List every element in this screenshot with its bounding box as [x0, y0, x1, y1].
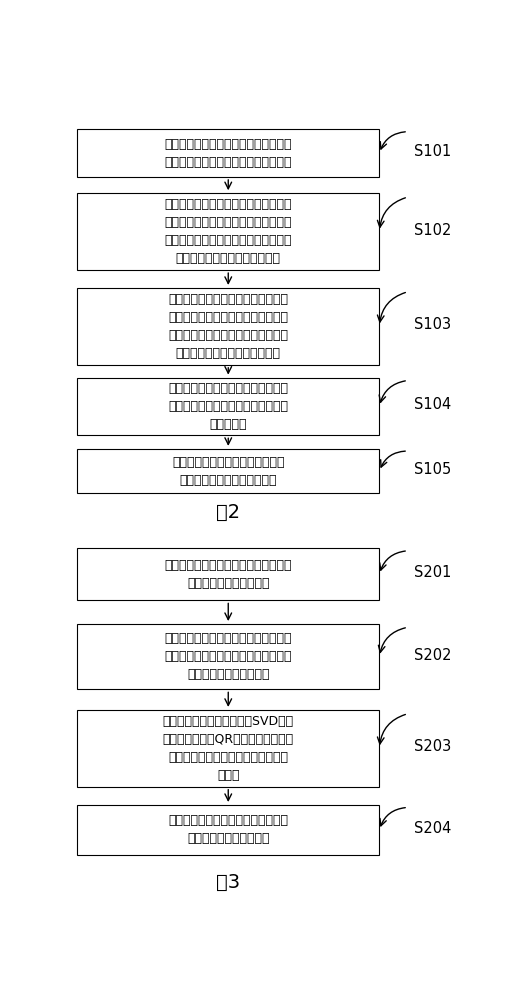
Text: S105: S105: [414, 462, 452, 477]
FancyBboxPatch shape: [77, 624, 379, 689]
FancyBboxPatch shape: [77, 805, 379, 855]
Text: 将干扰矩阵逆矩阵与期望用户空间协方
差矩阵相左乘，得到期望用户考虑干扰
的修正的空间协方差矩阵: 将干扰矩阵逆矩阵与期望用户空间协方 差矩阵相左乘，得到期望用户考虑干扰 的修正的…: [165, 632, 292, 681]
FancyBboxPatch shape: [77, 129, 379, 177]
Text: S204: S204: [414, 821, 452, 836]
Text: S201: S201: [414, 565, 452, 580]
Text: 图2: 图2: [216, 503, 241, 522]
Text: 图3: 图3: [216, 873, 241, 892]
FancyBboxPatch shape: [77, 548, 379, 600]
Text: 对修正的空间协方差矩阵做SVD分解
（或特征分解、QR分解），将最大特
征值对应的特征向量作为下行波束赋
形权值: 对修正的空间协方差矩阵做SVD分解 （或特征分解、QR分解），将最大特 征值对应…: [162, 715, 294, 782]
Text: S103: S103: [414, 317, 451, 332]
Text: S202: S202: [414, 648, 452, 663]
Text: 根据计算的赋形权值加权各天线幅
相，对期望用户下行波束赋形: 根据计算的赋形权值加权各天线幅 相，对期望用户下行波束赋形: [172, 456, 285, 487]
Text: 基于构造的干扰矩阵和期望用户的空
间协方差矩阵，计算期望用户的波束
赋形权向量: 基于构造的干扰矩阵和期望用户的空 间协方差矩阵，计算期望用户的波束 赋形权向量: [168, 382, 288, 431]
Text: S102: S102: [414, 223, 452, 238]
FancyBboxPatch shape: [77, 378, 379, 435]
Text: 构造各用户信道冲激响应矩阵，计算期
望用户的空间协方差矩阵，并估计期望
用户的来波方向，同时由干扰用户信道
冲激响应估计干扰用户来波方向: 构造各用户信道冲激响应矩阵，计算期 望用户的空间协方差矩阵，并估计期望 用户的来…: [165, 198, 292, 265]
Text: 基站接收上行信号，根据接收的上行信
号对期望用户和干扰用户进行信道估计: 基站接收上行信号，根据接收的上行信 号对期望用户和干扰用户进行信道估计: [165, 138, 292, 169]
FancyBboxPatch shape: [77, 710, 379, 787]
Text: 利用赋形权值加权各天线幅相，对期
望用户进行下行波束赋形: 利用赋形权值加权各天线幅相，对期 望用户进行下行波束赋形: [168, 814, 288, 845]
Text: 计算干扰矩阵的协方差矩阵，并对干扰
协方差矩阵进行矩阵求逆: 计算干扰矩阵的协方差矩阵，并对干扰 协方差矩阵进行矩阵求逆: [165, 559, 292, 590]
Text: S104: S104: [414, 397, 452, 412]
FancyBboxPatch shape: [77, 449, 379, 493]
Text: 根据各干扰用户与期望用户来波方向
差值、各干扰用户的信道冲激响应功
率最大值及各干扰用户信道冲激响应
矩阵，构造期望用户的干扰矩阵: 根据各干扰用户与期望用户来波方向 差值、各干扰用户的信道冲激响应功 率最大值及各…: [168, 293, 288, 360]
FancyBboxPatch shape: [77, 193, 379, 270]
FancyBboxPatch shape: [77, 288, 379, 365]
Text: S101: S101: [414, 144, 452, 159]
Text: S203: S203: [414, 739, 452, 754]
